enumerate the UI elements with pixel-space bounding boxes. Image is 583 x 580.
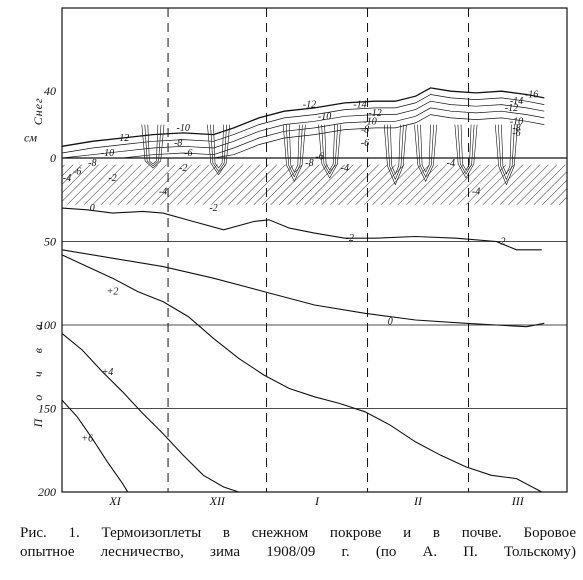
figure-caption: Рис. 1. Термоизоплеты в снежном покрове … (20, 524, 576, 562)
y-tick-label: 50 (44, 235, 56, 249)
snow-isotherm-loop (210, 124, 227, 172)
snow-isotherm-loop (495, 124, 518, 186)
isotherm-label: -14 (510, 96, 523, 107)
snow-isotherm-loop (390, 124, 401, 175)
isotherm-label: -6 (512, 128, 520, 139)
isotherm-line (61, 332, 239, 493)
isotherm-label: -6 (73, 166, 81, 177)
month-label: III (511, 494, 525, 508)
isotherm-label: -2 (497, 237, 505, 248)
snow-isotherm-loop (498, 124, 515, 181)
soil-axis-label: Почва (31, 306, 45, 428)
snow-isotherm (61, 100, 545, 159)
snow-isotherm (62, 114, 545, 159)
isotherm-label: -12 (505, 103, 518, 114)
isotherm-label: -2 (108, 173, 116, 184)
snow-isotherm-loop (207, 124, 230, 176)
isotherm-label: -2 (209, 203, 217, 214)
snow-isotherm-loop (324, 124, 335, 171)
snow-isotherm-loop (501, 124, 512, 175)
isotherm-label: -10 (318, 111, 331, 122)
snow-isotherm-loop (383, 124, 407, 186)
snow-isotherm-loop (144, 124, 162, 167)
snow-isotherm-loop (141, 124, 165, 169)
isotherm-label: -2 (179, 163, 187, 174)
isotherm-line (61, 399, 129, 493)
y-tick-label: 40 (44, 84, 56, 98)
snow-isotherm (61, 94, 545, 154)
isotherm-label: -12 (368, 108, 381, 119)
snow-isotherm-loop (460, 124, 472, 171)
snow-isotherm-loop (386, 124, 404, 181)
isotherm-label: -8 (512, 123, 520, 134)
isotherm-label: 0 (90, 203, 95, 214)
isotherm-label: -8 (305, 158, 313, 169)
snow-isotherm-loop (289, 124, 300, 173)
snow-isotherm-loop (147, 124, 159, 165)
snow-isotherm-loop (454, 124, 478, 179)
isotherm-label: +2 (107, 287, 119, 298)
isotherm-line (61, 254, 543, 493)
isotherm-label: +6 (81, 434, 93, 445)
snow-isotherm-loop (282, 124, 306, 183)
snow-surface-line (61, 87, 545, 147)
snow-isotherm-loop (417, 124, 434, 178)
isotherm-label: -8 (361, 125, 369, 136)
plot-frame (61, 7, 568, 493)
snow-isotherm-loop (321, 124, 338, 175)
snow-isotherm (62, 107, 545, 159)
isotherm-label: -6 (184, 148, 192, 159)
isotherm-line (61, 249, 545, 328)
snow-isotherm-loop (414, 124, 437, 183)
isotherm-label: -10 (510, 116, 523, 127)
plot-area (61, 7, 568, 493)
snow-isotherm-loop (213, 124, 224, 169)
isotherm-label: -8 (88, 158, 96, 169)
y-tick-label: 150 (38, 402, 56, 416)
isotherm-label: 0 (388, 317, 393, 328)
isotherm-label: -14 (353, 100, 366, 111)
snow-isotherm-loop (285, 124, 303, 178)
isotherm-label: -2 (346, 233, 354, 244)
isotherm-label: -6 (361, 138, 369, 149)
isotherm-label: -4 (341, 163, 349, 174)
isotherm-label: -12 (116, 133, 129, 144)
isotherm-label: -6 (315, 151, 323, 162)
frozen-soil-hatch (62, 164, 567, 205)
month-label: XI (108, 494, 121, 508)
month-label: XII (209, 494, 226, 508)
isotherm-label: -12 (303, 100, 316, 111)
month-label: II (413, 494, 423, 508)
caption-line-2: опытное лесничество, зима 1908/09 г. (по… (20, 544, 576, 560)
isotherm-label: -4 (159, 186, 167, 197)
isotherm-label: -4 (63, 173, 71, 184)
caption-line-1: Рис. 1. Термоизоплеты в снежном покрове … (20, 525, 576, 541)
isotherm-label: -10 (101, 148, 114, 159)
isotherm-label: -8 (174, 138, 182, 149)
snow-unit-label: см (24, 130, 37, 144)
isotherm-label: -16 (525, 90, 538, 101)
isotherm-label: -4 (472, 186, 480, 197)
month-label: I (314, 494, 320, 508)
y-tick-label: 0 (50, 151, 56, 165)
isotherm-label: -10 (363, 116, 376, 127)
snow-isotherm-loop (318, 124, 342, 179)
y-tick-label: 100 (38, 318, 56, 332)
snow-isotherm-loop (420, 124, 431, 173)
isotherm-label: -10 (177, 123, 190, 134)
isotherm-label: -4 (447, 158, 455, 169)
snow-axis-label: Снег (31, 97, 45, 125)
y-tick-label: 200 (38, 485, 56, 499)
isotherm-label: +4 (102, 367, 114, 378)
snow-isotherm-loop (457, 124, 475, 175)
isotherm-line (61, 207, 542, 251)
